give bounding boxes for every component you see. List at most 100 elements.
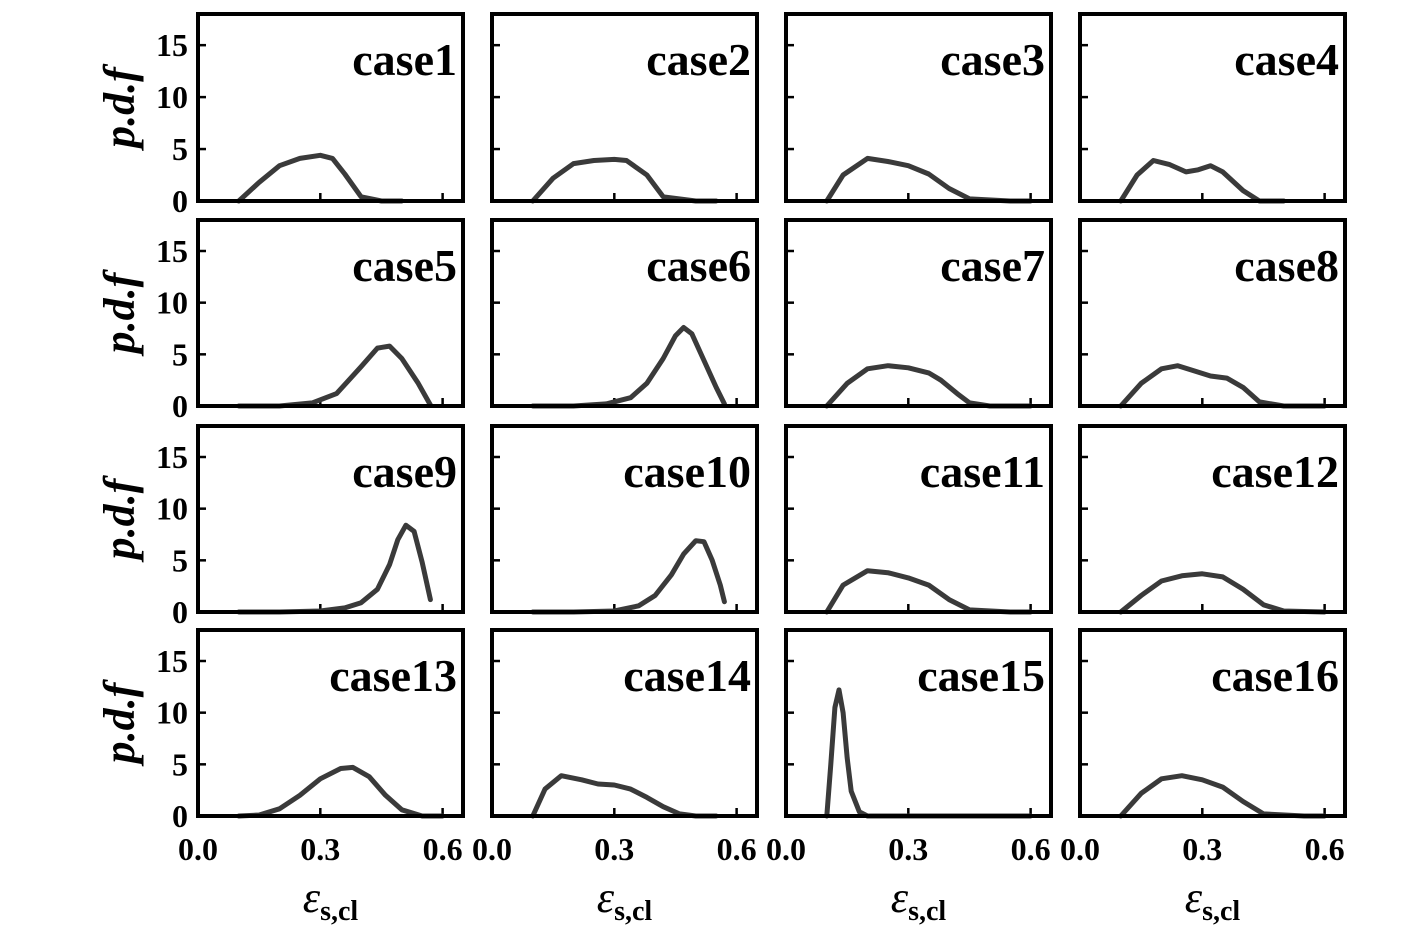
panel-case4: case4 [1078, 12, 1347, 204]
panel-title: case5 [352, 240, 457, 291]
pdf-curve-case16 [1118, 773, 1328, 819]
x-axis-label: εs,cl [891, 873, 947, 927]
x-tick-label: 0.6 [717, 831, 757, 867]
y-axis-labels: p.d.f p.d.f p.d.f p.d.f [95, 63, 144, 768]
x-axis-label: εs,cl [303, 873, 359, 927]
y-tick-label: 0 [172, 798, 188, 834]
panel-frame [784, 218, 1053, 408]
panel-case15: 0.0 0.3 0.6 case15 [766, 628, 1053, 867]
y-tick-label: 0 [172, 388, 188, 424]
x-tick-label: 0.0 [1060, 831, 1100, 867]
panel-title: case14 [623, 650, 751, 701]
panel-case9: 0 5 10 15 case9 [156, 424, 465, 630]
x-tick-label: 0.0 [178, 831, 218, 867]
pdf-curve-case11 [824, 568, 1034, 615]
pdf-curve-case13 [236, 764, 446, 819]
x-axis-labels: εs,cl εs,cl εs,cl εs,cl [303, 873, 1241, 927]
panel-frame [490, 424, 759, 614]
panel-title: case16 [1211, 650, 1339, 701]
x-axis-label: εs,cl [1185, 873, 1241, 927]
y-tick-label: 10 [156, 695, 188, 731]
panel-title: case2 [646, 34, 751, 85]
y-tick-label: 15 [156, 27, 188, 63]
panel-frame [784, 12, 1053, 203]
panels: 0 5 10 15 case1 case2 case3 case4 0 5 10 15 case5 cas… [156, 12, 1347, 867]
panel-title: case9 [352, 446, 457, 497]
panel-title: case6 [646, 240, 751, 291]
y-tick-label: 10 [156, 79, 188, 115]
panel-frame [784, 628, 1053, 818]
y-tick-label: 5 [172, 131, 188, 167]
panel-case8: case8 [1078, 218, 1347, 409]
x-axis-label-subscript: s,cl [908, 896, 946, 927]
y-tick-label: 5 [172, 336, 188, 372]
y-tick-label: 0 [172, 183, 188, 219]
y-axis-label: p.d.f [95, 63, 144, 152]
panel-case14: 0.0 0.3 0.6 case14 [472, 628, 759, 867]
y-tick-label: 5 [172, 746, 188, 782]
panel-title: case13 [329, 650, 457, 701]
panel-case11: case11 [784, 424, 1053, 615]
pdf-curve-case2 [530, 156, 719, 204]
panel-title: case15 [917, 650, 1045, 701]
y-tick-label: 15 [156, 233, 188, 269]
y-axis-label: p.d.f [95, 474, 144, 563]
y-tick-label: 15 [156, 439, 188, 475]
y-tick-label: 5 [172, 542, 188, 578]
pdf-curve-case4 [1118, 158, 1287, 204]
y-tick-label: 15 [156, 643, 188, 679]
panel-frame [1078, 628, 1347, 818]
panel-frame [490, 628, 759, 818]
x-axis-label-symbol: ε [303, 873, 321, 922]
pdf-curve-case8 [1118, 363, 1328, 409]
panel-case3: case3 [784, 12, 1053, 204]
pdf-curve-case14 [530, 773, 719, 819]
pdf-curve-case3 [824, 155, 1034, 204]
y-tick-label: 0 [172, 594, 188, 630]
panel-title: case1 [352, 34, 457, 85]
x-tick-label: 0.0 [472, 831, 512, 867]
panel-frame [1078, 12, 1347, 203]
pdf-curve-case5 [236, 343, 433, 409]
x-axis-label-subscript: s,cl [320, 896, 358, 927]
pdf-curve-case9 [236, 522, 433, 615]
panel-case2: case2 [490, 12, 759, 204]
panel-frame [196, 218, 465, 408]
pdf-curve-case7 [824, 363, 1034, 409]
panel-case16: 0.0 0.3 0.6 case16 [1060, 628, 1347, 867]
x-tick-label: 0.6 [423, 831, 463, 867]
panel-frame [196, 12, 465, 203]
panel-frame [1078, 424, 1347, 614]
x-tick-label: 0.3 [1182, 831, 1222, 867]
panel-case12: case12 [1078, 424, 1347, 615]
x-axis-label-subscript: s,cl [614, 896, 652, 927]
panel-title: case10 [623, 446, 751, 497]
y-axis-label: p.d.f [95, 268, 144, 357]
panel-case6: case6 [490, 218, 759, 409]
panel-case5: 0 5 10 15 case5 [156, 218, 465, 424]
pdf-curve-case15 [824, 687, 1034, 819]
panel-title: case12 [1211, 446, 1339, 497]
panel-title: case3 [940, 34, 1045, 85]
panel-case1: 0 5 10 15 case1 [156, 12, 465, 219]
panel-case10: case10 [490, 424, 759, 615]
panel-title: case4 [1234, 34, 1339, 85]
panel-frame [490, 218, 759, 408]
x-tick-label: 0.3 [594, 831, 634, 867]
pdf-curve-case1 [236, 152, 405, 204]
x-axis-label-symbol: ε [1185, 873, 1203, 922]
panel-title: case7 [940, 240, 1045, 291]
panel-title: case8 [1234, 240, 1339, 291]
pdf-curve-case12 [1118, 571, 1328, 615]
panel-frame [196, 628, 465, 818]
pdf-curve-case6 [530, 325, 727, 409]
x-tick-label: 0.6 [1305, 831, 1345, 867]
x-axis-label-symbol: ε [597, 873, 615, 922]
y-axis-label: p.d.f [95, 678, 144, 767]
panel-case13: 0 5 10 15 0.0 0.3 0.6 case13 [156, 628, 465, 867]
pdf-curve-case10 [530, 538, 727, 615]
panel-frame [196, 424, 465, 614]
x-axis-label-symbol: ε [891, 873, 909, 922]
x-tick-label: 0.3 [300, 831, 340, 867]
y-tick-label: 10 [156, 285, 188, 321]
